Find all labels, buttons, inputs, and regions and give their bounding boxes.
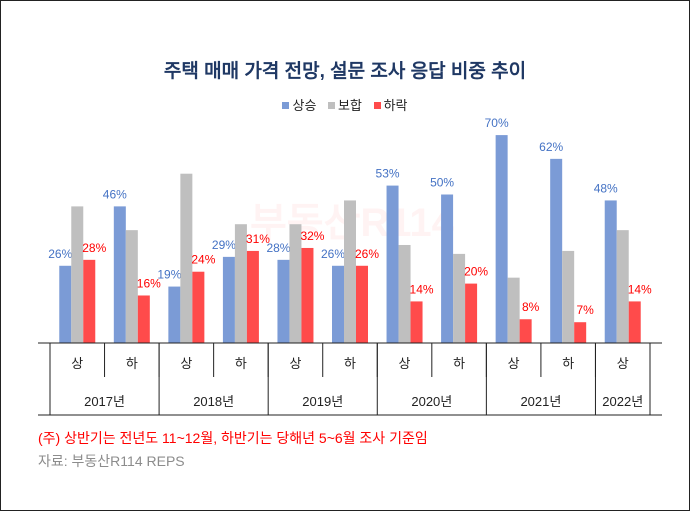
bar-0-0 (59, 265, 72, 343)
bar-2-6 (410, 301, 423, 343)
bar-2-2 (192, 271, 205, 343)
data-label: 70% (485, 116, 509, 130)
bar-2-10 (628, 301, 641, 343)
data-label: 7% (577, 303, 595, 317)
data-label: 48% (594, 181, 618, 195)
source-note: 자료: 부동산R114 REPS (38, 453, 185, 469)
legend-label: 하락 (383, 98, 408, 113)
bar-2-8 (519, 319, 532, 343)
bar-0-8 (495, 135, 508, 343)
chart-title: 주택 매매 가격 전망, 설문 조사 응답 비중 추이 (163, 61, 527, 82)
category-label: 상 (617, 356, 629, 371)
bar-2-1 (137, 295, 150, 343)
legend-swatch (373, 102, 381, 109)
legend-label: 상승 (292, 98, 317, 113)
category-label: 하 (235, 356, 247, 371)
data-label: 14% (410, 282, 434, 296)
year-label: 2018년 (193, 394, 234, 409)
category-label: 상 (289, 356, 301, 371)
data-label: 19% (157, 268, 181, 282)
data-label: 50% (430, 176, 454, 190)
footnote: (주) 상반기는 전년도 11~12월, 하반기는 당해년 5~6월 조사 기준… (38, 430, 428, 446)
legend-label: 보합 (338, 98, 362, 113)
bar-0-6 (386, 185, 399, 343)
bar-1-10 (616, 230, 629, 343)
bar-1-8 (507, 277, 520, 343)
bar-0-9 (550, 158, 563, 343)
data-label: 28% (82, 241, 106, 255)
data-label: 62% (539, 140, 563, 154)
data-label: 28% (266, 241, 290, 255)
data-label: 26% (321, 247, 345, 261)
data-label: 26% (355, 247, 379, 261)
bar-1-7 (453, 253, 466, 343)
bar-0-1 (113, 206, 126, 343)
data-label: 20% (464, 265, 488, 279)
bar-1-1 (125, 230, 138, 343)
bar-2-5 (356, 265, 368, 343)
bar-1-3 (234, 224, 247, 343)
year-label: 2017년 (84, 394, 125, 409)
category-label: 상 (71, 356, 83, 371)
legend-item-flat: 보합 (328, 98, 362, 113)
data-label: 53% (376, 167, 400, 181)
bar-0-4 (277, 259, 290, 343)
bar-0-10 (604, 200, 617, 343)
data-label: 8% (522, 300, 540, 314)
data-label: 24% (191, 253, 215, 267)
bar-1-6 (398, 244, 411, 343)
year-label: 2020년 (411, 394, 452, 409)
bar-2-0 (83, 259, 96, 343)
data-label: 16% (137, 276, 161, 290)
legend-item-rise: 상승 (282, 98, 316, 113)
category-label: 하 (344, 356, 356, 371)
bar-1-4 (289, 224, 302, 343)
legend-swatch (328, 102, 336, 109)
data-label: 14% (628, 282, 652, 296)
data-label: 32% (300, 229, 324, 243)
bar-2-3 (246, 250, 259, 343)
category-label: 하 (126, 356, 138, 371)
data-label: 46% (103, 187, 127, 201)
bar-2-4 (301, 247, 314, 343)
bar-2-7 (465, 283, 478, 343)
bar-0-2 (168, 286, 181, 343)
year-label: 2022년 (602, 394, 643, 409)
bar-1-0 (71, 206, 84, 343)
legend: 상승 보합 하락 (0, 95, 690, 114)
bar-1-2 (180, 173, 193, 343)
category-label: 하 (562, 356, 574, 371)
bar-0-5 (332, 265, 344, 343)
data-label: 31% (246, 232, 270, 246)
category-label: 하 (453, 356, 465, 371)
category-label: 상 (399, 356, 411, 371)
data-label: 26% (48, 247, 72, 261)
data-label: 29% (212, 238, 236, 252)
bar-1-9 (562, 250, 575, 343)
category-label: 상 (180, 356, 192, 371)
year-label: 2019년 (302, 394, 343, 409)
bar-0-7 (441, 194, 454, 343)
year-label: 2021년 (520, 394, 561, 409)
legend-swatch (282, 102, 290, 109)
bar-2-9 (574, 322, 587, 343)
legend-item-fall: 하락 (373, 98, 408, 113)
category-label: 상 (508, 356, 520, 371)
bar-0-3 (222, 256, 235, 343)
bar-1-5 (344, 200, 356, 343)
